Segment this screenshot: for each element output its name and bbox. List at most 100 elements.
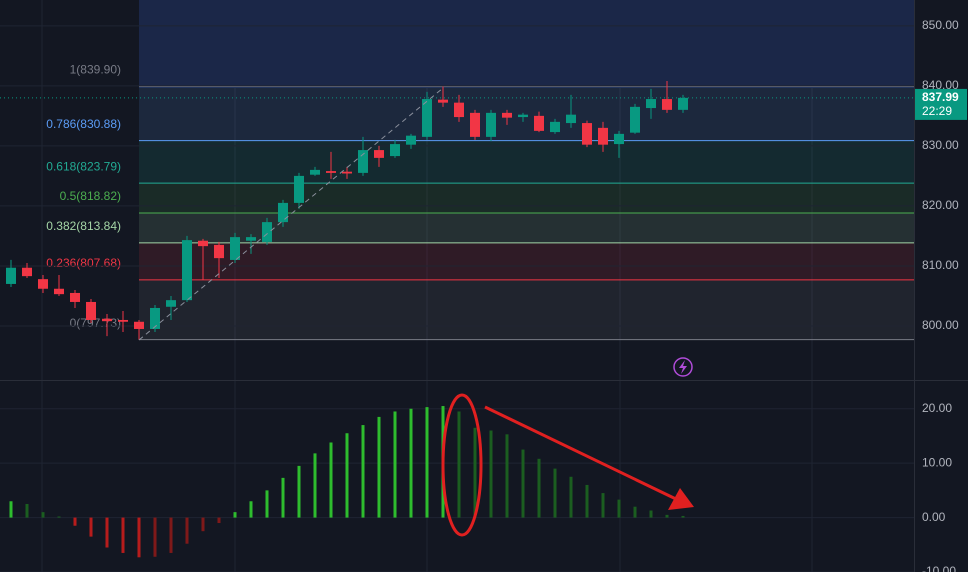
y-tick-label: 0.00 — [922, 510, 946, 524]
fib-zone — [139, 242, 914, 280]
alert-icon — [673, 357, 693, 377]
candle-body — [550, 121, 560, 133]
histogram-bar — [345, 433, 349, 518]
candle-body — [118, 319, 128, 322]
fib-zone — [139, 183, 914, 213]
histogram-bar — [281, 477, 285, 518]
histogram-bar — [361, 425, 365, 518]
histogram-bar — [57, 516, 61, 518]
histogram-bar — [105, 517, 109, 548]
candle-body — [278, 202, 288, 223]
fib-trend-line — [138, 87, 444, 341]
histogram-bar — [9, 501, 13, 518]
icon-circle — [673, 357, 693, 377]
histogram-bar — [73, 517, 77, 526]
countdown-label: 22:29 — [922, 104, 952, 118]
histogram-bar — [457, 411, 461, 518]
y-tick-label: -10.00 — [922, 564, 956, 572]
candle-body — [230, 237, 240, 260]
histogram-bar — [265, 490, 269, 518]
candle-body — [198, 240, 208, 247]
fib-label: 0.786(830.88) — [46, 117, 121, 131]
candle-body — [486, 112, 496, 137]
histogram-bar — [473, 427, 477, 518]
histogram-bar — [537, 458, 541, 518]
fib-label: 0.236(807.68) — [46, 256, 121, 270]
annotation-arrow — [484, 405, 679, 502]
candle-body — [150, 307, 160, 329]
histogram-bar — [297, 465, 301, 518]
histogram-bar — [409, 408, 413, 518]
candle-body — [614, 133, 624, 145]
histogram-bar — [377, 416, 381, 518]
histogram-bar — [633, 506, 637, 518]
last-price-label: 837.99 — [922, 90, 959, 104]
candle-body — [502, 112, 512, 118]
candle-body — [262, 222, 272, 242]
fib-label: 0.5(818.82) — [60, 189, 121, 203]
histogram-bar — [553, 468, 557, 518]
y-tick-label: 10.00 — [922, 455, 952, 469]
y-tick-label: 840.00 — [922, 78, 959, 92]
candle-body — [566, 114, 576, 124]
candle-body — [310, 169, 320, 175]
candle-body — [86, 301, 96, 320]
candle-body — [134, 321, 144, 329]
histogram-bar — [137, 517, 141, 558]
candle-body — [102, 318, 112, 322]
histogram-bar — [569, 476, 573, 518]
candle-body — [518, 114, 528, 118]
candle-body — [438, 99, 448, 103]
candle-body — [374, 150, 384, 158]
histogram-bar — [121, 517, 125, 553]
histogram-bar — [681, 515, 685, 518]
y-tick-label: 20.00 — [922, 401, 952, 415]
candle-body — [38, 279, 48, 289]
histogram-bar — [393, 411, 397, 518]
y-tick-label: 830.00 — [922, 138, 959, 152]
histogram-bar — [89, 517, 93, 537]
candle-body — [646, 99, 656, 109]
histogram-bar — [601, 493, 605, 518]
histogram-bar — [41, 512, 45, 518]
histogram-bar — [169, 517, 173, 553]
candle-body — [70, 292, 80, 302]
candle-body — [406, 135, 416, 145]
fib-zone — [139, 279, 914, 340]
histogram-bar — [489, 430, 493, 518]
histogram-bar — [249, 501, 253, 518]
histogram-bar — [665, 514, 669, 518]
histogram-bar — [505, 434, 509, 518]
icon-bolt — [679, 360, 687, 374]
histogram-bar — [649, 510, 653, 518]
candle-body — [246, 237, 256, 241]
histogram-bar — [617, 499, 621, 518]
candle-body — [678, 97, 688, 110]
fib-label: 1(839.90) — [70, 63, 121, 77]
histogram-bar — [329, 442, 333, 518]
last-price-tag — [915, 88, 967, 120]
histogram-bar — [585, 484, 589, 518]
y-tick-label: 810.00 — [922, 258, 959, 272]
annotation-arrowhead — [668, 488, 694, 510]
fib-label: 0.382(813.84) — [46, 219, 121, 233]
candle-body — [662, 99, 672, 110]
candle-body — [166, 300, 176, 307]
candle-body — [6, 267, 16, 284]
candle-body — [582, 123, 592, 145]
candle-body — [598, 127, 608, 145]
candle-body — [534, 115, 544, 131]
candle-body — [454, 102, 464, 118]
histogram-bar — [217, 517, 221, 524]
candle-body — [630, 106, 640, 133]
candle-body — [182, 240, 192, 301]
histogram-bar — [25, 503, 29, 518]
annotation-ellipse — [441, 393, 483, 537]
candle-body — [54, 288, 64, 295]
upper-zone — [139, 0, 914, 88]
fib-zone — [139, 86, 914, 141]
candle-body — [22, 267, 32, 277]
